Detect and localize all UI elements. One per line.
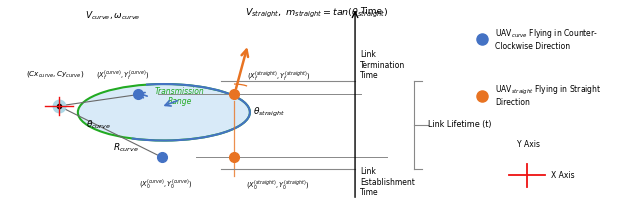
Text: Transmission
Range: Transmission Range [155, 87, 205, 106]
Text: $(X_f^{(curve)}, Y_f^{(curve)})$: $(X_f^{(curve)}, Y_f^{(curve)})$ [96, 69, 149, 83]
Text: UAV$_{straight}$ Flying in Straight
Direction: UAV$_{straight}$ Flying in Straight Dire… [495, 84, 602, 107]
Text: $(X_0^{(straight)}, Y_0^{(straight)})$: $(X_0^{(straight)}, Y_0^{(straight)})$ [246, 178, 309, 192]
Text: $\theta_{curve}$: $\theta_{curve}$ [86, 119, 111, 131]
Text: Link Lifetime (t): Link Lifetime (t) [428, 120, 492, 129]
Text: $(X_0^{(curve)}, Y_0^{(curve)})$: $(X_0^{(curve)}, Y_0^{(curve)})$ [139, 178, 192, 192]
Text: UAV$_{curve}$ Flying in Counter-
Clockwise Direction: UAV$_{curve}$ Flying in Counter- Clockwi… [495, 27, 598, 51]
Text: X Axis: X Axis [551, 170, 575, 180]
Text: $R_{curve}$: $R_{curve}$ [113, 142, 138, 154]
Text: $V_{curve}, \omega_{curve}$: $V_{curve}, \omega_{curve}$ [85, 10, 141, 22]
Text: $(X_f^{(straight)}, Y_f^{(straight)})$: $(X_f^{(straight)}, Y_f^{(straight)})$ [247, 69, 310, 83]
Text: $\theta_{straight}$: $\theta_{straight}$ [253, 106, 285, 119]
Text: Link
Establishment
Time: Link Establishment Time [360, 167, 415, 197]
Text: Y Axis: Y Axis [517, 140, 540, 149]
Text: $V_{straight},\ m_{straight} = tan(\theta_{straight})$: $V_{straight},\ m_{straight} = tan(\thet… [245, 7, 388, 20]
Text: Time: Time [360, 7, 382, 16]
Circle shape [78, 84, 250, 141]
Text: Link
Termination
Time: Link Termination Time [360, 50, 405, 80]
Text: $(Cx_{curve}, Cy_{curve})$: $(Cx_{curve}, Cy_{curve})$ [26, 69, 84, 79]
